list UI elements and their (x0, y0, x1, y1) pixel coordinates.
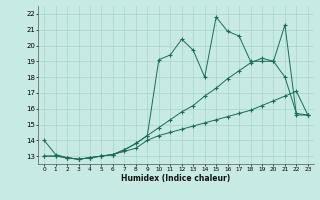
X-axis label: Humidex (Indice chaleur): Humidex (Indice chaleur) (121, 174, 231, 183)
